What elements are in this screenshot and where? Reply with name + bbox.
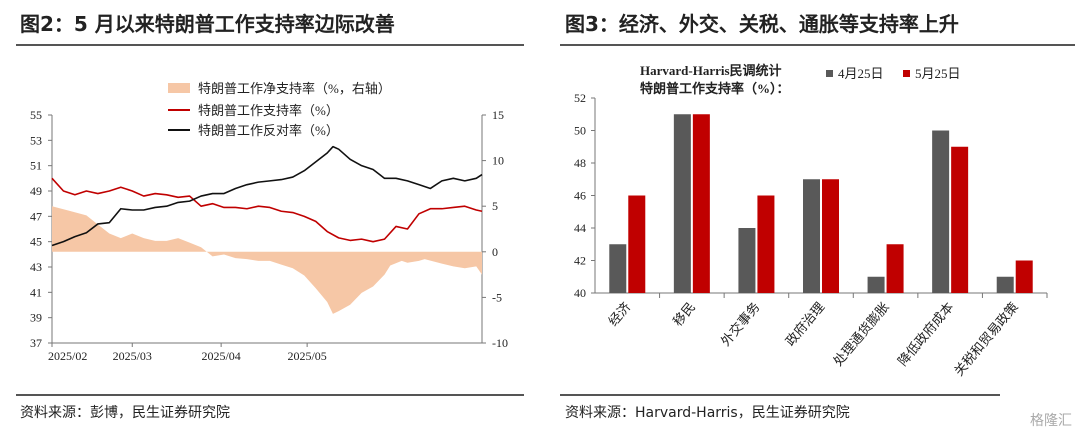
bar — [822, 179, 839, 293]
bar — [932, 130, 950, 293]
category-label: 处理通货膨胀 — [830, 299, 892, 368]
legend-label: 特朗普工作反对率（%） — [198, 123, 339, 138]
approval-line — [51, 177, 483, 243]
y-right-tick-label: 5 — [492, 199, 498, 213]
y-left-tick-label: 41 — [30, 285, 42, 299]
y-right-tick-label: 10 — [492, 154, 504, 168]
watermark-logo: 格隆汇 — [1030, 413, 1072, 429]
bar-y-tick-label: 48 — [574, 156, 586, 170]
category-label: 移民 — [670, 299, 698, 329]
y-left-tick-label: 37 — [30, 336, 42, 350]
y-left-tick-label: 53 — [30, 133, 42, 147]
y-left-tick-label: 51 — [30, 159, 42, 173]
left-title-rule — [16, 44, 524, 46]
bar — [757, 195, 775, 293]
right-figure-title: 图3：经济、外交、关税、通胀等支持率上升 — [565, 12, 959, 36]
x-tick-label: 2025/04 — [201, 349, 240, 363]
category-label: 政府治理 — [782, 299, 827, 348]
bar-y-tick-label: 50 — [574, 124, 586, 138]
left-source-note: 资料来源：彭博，民生证券研究院 — [20, 405, 230, 421]
y-left-tick-label: 55 — [30, 108, 42, 122]
x-tick-label: 2025/03 — [113, 349, 152, 363]
legend-swatch — [903, 70, 910, 77]
bar-chart-title-line: 特朗普工作支持率（%）： — [640, 81, 790, 96]
line-chart: 37 39 41 43 45 47 49 51 53 55 -10 -5 0 5 10 15 2025/02 20… — [30, 81, 508, 363]
bar — [996, 276, 1014, 293]
bar — [738, 228, 756, 293]
bar-y-tick-label: 46 — [574, 189, 586, 203]
y-left-tick-label: 45 — [30, 235, 42, 249]
bar — [692, 114, 710, 293]
y-right-tick-label: 15 — [492, 108, 504, 122]
category-label: 降低政府成本 — [895, 299, 957, 368]
left-source-rule — [16, 394, 524, 396]
legend-label: 4月25日 — [838, 66, 884, 81]
bar — [867, 276, 885, 293]
bar — [628, 195, 646, 293]
legend-swatch-net-approval — [168, 83, 190, 93]
bar-chart-title-line: Harvard-Harris民调统计 — [640, 63, 782, 78]
category-label: 关税和贸易政策 — [951, 299, 1021, 378]
right-source-note: 资料来源：Harvard-Harris，民生证券研究院 — [565, 405, 850, 421]
disapproval-line — [51, 145, 483, 247]
legend-label: 特朗普工作支持率（%） — [198, 103, 339, 118]
y-right-tick-label: -5 — [492, 290, 502, 304]
y-left-tick-label: 43 — [30, 260, 42, 274]
left-figure-panel: 图2：5 月以来特朗普工作支持率边际改善 37 39 41 43 45 47 49 51 53 5… — [0, 0, 530, 436]
bar-y-tick-label: 42 — [574, 254, 586, 268]
net-approval-area — [52, 206, 482, 314]
bar-y-tick-label: 40 — [574, 286, 586, 300]
y-left-tick-label: 47 — [30, 209, 42, 223]
y-left-tick-label: 49 — [30, 184, 42, 198]
bar-chart: 40 42 44 46 48 50 52 经济 移民 外交事务 政府治理 处理通货膨胀 降低政府成本关税… — [574, 63, 1048, 379]
bar — [1015, 260, 1033, 293]
bar — [803, 179, 820, 293]
y-left-tick-label: 39 — [30, 311, 42, 325]
legend-swatch — [826, 70, 833, 77]
x-tick-label: 2025/02 — [48, 349, 87, 363]
legend-label: 5月25日 — [915, 66, 961, 81]
bar — [609, 244, 627, 293]
bar-y-tick-label: 52 — [574, 91, 586, 105]
right-title-rule — [560, 44, 1075, 46]
right-figure-panel: 图3：经济、外交、关税、通胀等支持率上升 40 42 44 46 48 50 52 经济 移民外… — [555, 0, 1080, 436]
right-source-rule — [560, 394, 1000, 396]
category-label: 外交事务 — [718, 299, 763, 348]
bar — [886, 244, 904, 293]
bar — [951, 146, 969, 293]
category-label: 经济 — [605, 299, 633, 329]
y-right-tick-label: -10 — [492, 336, 508, 350]
legend-label: 特朗普工作净支持率（%，右轴） — [198, 81, 391, 96]
left-figure-title: 图2：5 月以来特朗普工作支持率边际改善 — [20, 12, 395, 36]
x-tick-label: 2025/05 — [287, 349, 326, 363]
bar — [673, 114, 691, 293]
y-right-tick-label: 0 — [492, 245, 498, 259]
bar-y-tick-label: 44 — [574, 221, 586, 235]
